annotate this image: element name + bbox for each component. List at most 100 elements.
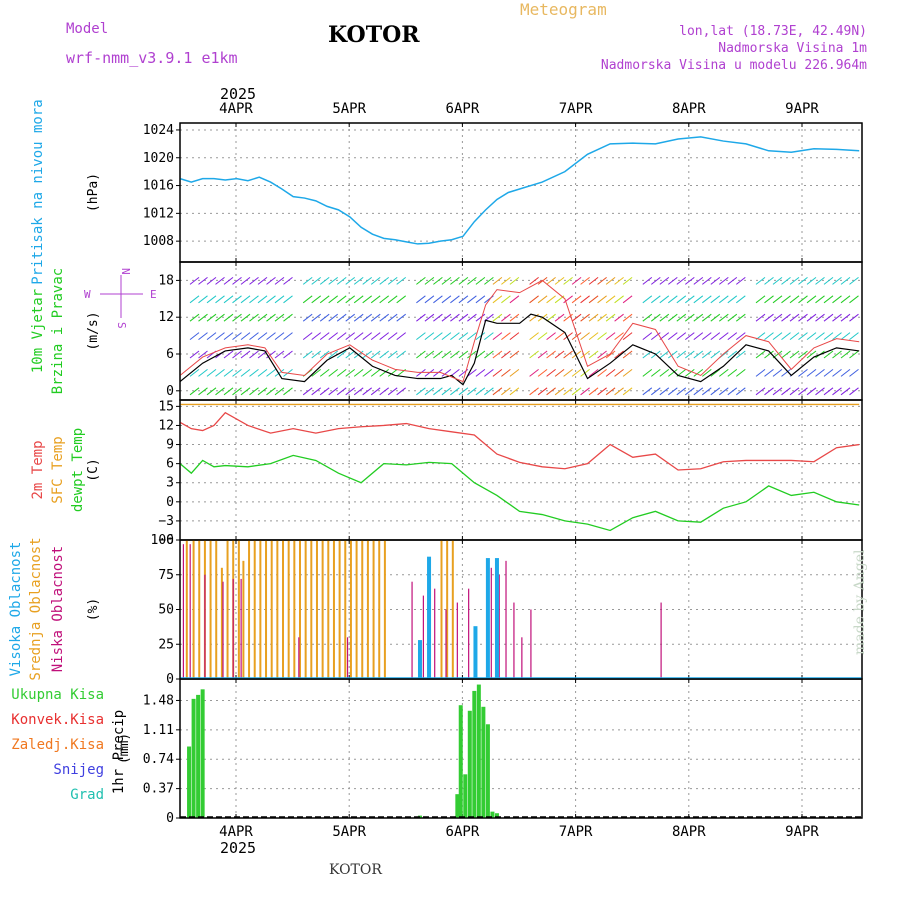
wind-barb [362, 387, 373, 396]
wind-barb [840, 313, 851, 322]
y-tick-label: 0 [166, 672, 174, 687]
wind-barb [588, 369, 599, 377]
wind-barb [336, 387, 347, 396]
wind-barb [642, 387, 653, 396]
wind-barb [781, 387, 791, 396]
panel-frame-overlay [179, 678, 863, 819]
wind-barb [441, 295, 452, 304]
wind-barb [529, 350, 539, 359]
x-day-label-bottom: 6APR [446, 824, 480, 840]
wind-barb [546, 369, 556, 377]
wind-barb [345, 350, 356, 359]
y-tick-label: 1020 [143, 151, 174, 166]
precip-bar [187, 746, 192, 818]
wind-barb [727, 277, 738, 285]
wind-barb [718, 313, 729, 322]
cloud-mid-bar [209, 540, 212, 679]
y-tick-label: 6 [166, 457, 174, 472]
precip-bar [200, 689, 205, 818]
wind-barb [492, 332, 503, 340]
wind-barb [772, 277, 783, 285]
wind-barb [571, 350, 582, 359]
y-tick-label: −3 [158, 514, 174, 529]
wind-barb [735, 277, 746, 285]
wind-barb [667, 313, 678, 322]
y-tick-label: 0.74 [143, 752, 174, 767]
wind-barb [684, 332, 695, 340]
wind-barb [701, 350, 712, 359]
wind-barb [467, 350, 477, 359]
wind-barb [198, 332, 208, 340]
wind-barb [509, 332, 520, 340]
wind-barb [189, 350, 200, 359]
precip-bar [481, 706, 486, 818]
wind-barb [823, 387, 834, 396]
wind-barb [781, 295, 791, 304]
wind-barb [798, 277, 808, 285]
wind-barb [362, 332, 373, 340]
wind-barb [484, 332, 494, 340]
wind-barb [450, 350, 460, 359]
wind-barb [215, 277, 225, 285]
wind-barb [650, 387, 661, 396]
wind-barb [379, 313, 390, 322]
wind-barb [336, 332, 347, 340]
wind-barb [441, 387, 452, 396]
wind-barb [450, 277, 460, 285]
panel-temperature: −6 −3 0 3 6 9 12 15 (C) [86, 399, 863, 548]
wind-barb [215, 387, 225, 396]
wind-barb [676, 332, 687, 340]
wind-barb [642, 332, 653, 340]
wind-barb [710, 369, 721, 377]
cloud-mid-bar [293, 540, 296, 679]
panel-frame [179, 399, 863, 541]
wind-barb [710, 350, 721, 359]
wind-barb [772, 369, 783, 377]
wind-barb [684, 387, 695, 396]
wind-barb [458, 350, 469, 359]
cloud-mid-bar [270, 540, 273, 679]
wind-barb [605, 295, 616, 304]
wind-barb [274, 369, 285, 377]
wind-barb [710, 387, 721, 396]
y-tick-label: 1012 [143, 206, 174, 221]
wind-barb [693, 295, 704, 304]
wind-barb [509, 369, 520, 377]
wind-barb [806, 369, 817, 377]
wind-barb [416, 332, 426, 340]
wind-barb [667, 332, 678, 340]
wind-barb [198, 369, 208, 377]
wind-barb [815, 332, 825, 340]
wind-barb [849, 332, 859, 340]
wind-barb [328, 295, 339, 304]
wind-barb [781, 313, 791, 322]
wind-barb [328, 313, 339, 322]
wind-barb [198, 350, 208, 359]
wind-barb [424, 313, 435, 322]
wind-barb [450, 313, 460, 322]
wind-barb [311, 350, 322, 359]
wind-barb [701, 277, 712, 285]
wind-barb [597, 277, 607, 285]
precip-bar [463, 774, 468, 818]
cloud-low-bar [232, 578, 234, 679]
wind-barb [416, 313, 426, 322]
wind-barb [189, 332, 200, 340]
wind-barb [475, 313, 486, 322]
dewpt-axis-title: dewpt Temp [70, 428, 86, 512]
wind-barb [563, 313, 573, 322]
wind-barb [249, 295, 259, 304]
compass-e: E [150, 288, 157, 301]
model-label: Model [66, 21, 109, 37]
wind-barb [798, 369, 808, 377]
wind-barb [370, 277, 381, 285]
x-year-top: 2025 [220, 85, 256, 103]
wind-barb [501, 277, 511, 285]
t2m-axis-title: 2m Temp [30, 440, 46, 499]
wind-barb [755, 387, 766, 396]
wind-barb [223, 369, 234, 377]
wind-barb [659, 277, 670, 285]
wind-barb [362, 313, 373, 322]
y-tick-label: 12 [158, 310, 174, 325]
wind-barb [353, 387, 364, 396]
